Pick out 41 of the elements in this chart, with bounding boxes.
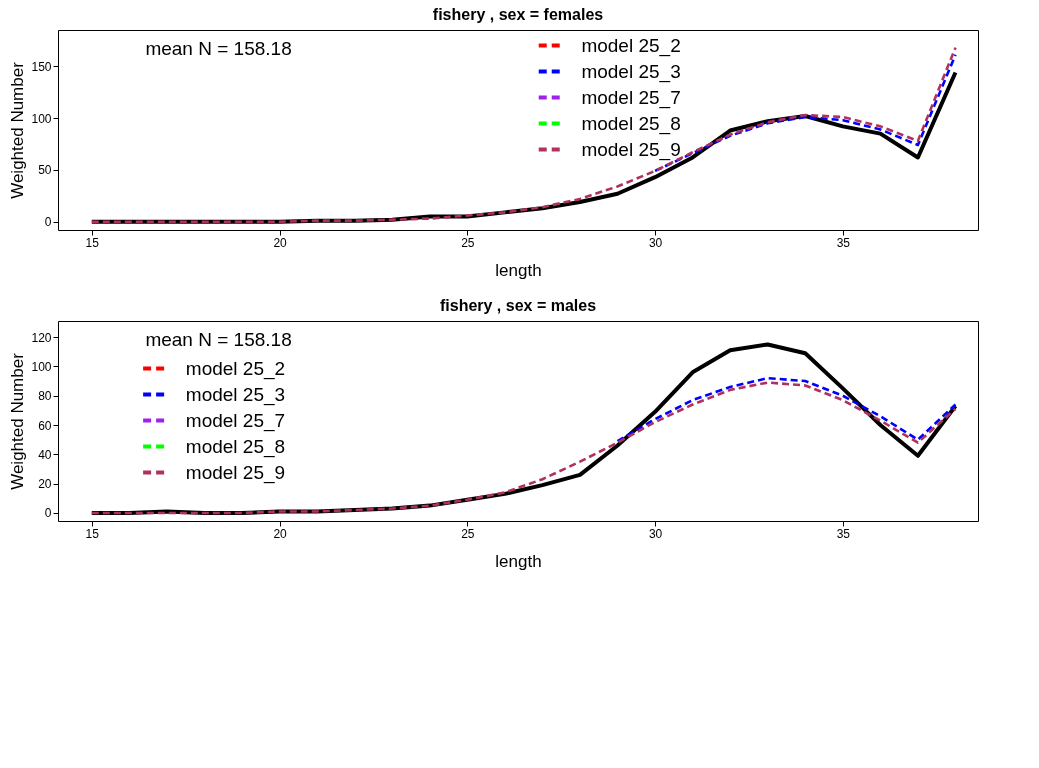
x-axis-title: length: [495, 551, 542, 571]
chart-title: fishery , sex = males: [439, 297, 597, 315]
legend-label: model 25_9: [581, 138, 681, 161]
y-tick-label: 100: [31, 359, 52, 374]
legend-label: model 25_3: [185, 383, 286, 406]
x-tick-label: 35: [836, 526, 851, 541]
x-tick-label: 30: [648, 526, 663, 541]
y-axis-title: Weighted Number: [8, 61, 28, 199]
y-tick-label: 120: [31, 330, 52, 345]
x-tick-label: 20: [273, 526, 288, 541]
y-axis-title: Weighted Number: [8, 352, 28, 490]
legend-label: model 25_7: [185, 409, 286, 432]
legend-label: model 25_3: [581, 60, 681, 83]
y-tick-label: 50: [38, 163, 52, 178]
y-tick-label: 40: [38, 447, 52, 462]
line-series: [90, 381, 957, 515]
legend-label: model 25_8: [185, 435, 286, 458]
annotation: mean N = 158.18: [145, 38, 292, 59]
x-axis-title: length: [495, 260, 542, 280]
x-tick-label: 15: [85, 526, 100, 541]
line-series: [616, 376, 957, 443]
legend-label: model 25_7: [581, 86, 681, 109]
y-tick-label: 0: [44, 506, 52, 521]
y-tick-label: 60: [38, 418, 52, 433]
chart-title: fishery , sex = females: [432, 6, 604, 24]
x-tick-label: 35: [836, 235, 851, 250]
y-tick-label: 20: [38, 477, 52, 492]
x-tick-label: 25: [461, 235, 475, 250]
legend-label: model 25_9: [185, 461, 286, 484]
x-tick-label: 15: [85, 235, 100, 250]
x-tick-label: 25: [461, 526, 475, 541]
legend-label: model 25_2: [185, 357, 286, 380]
legend-label: model 25_2: [581, 34, 681, 57]
y-tick-label: 150: [31, 59, 52, 74]
y-tick-label: 0: [44, 215, 52, 230]
y-tick-label: 100: [31, 111, 52, 126]
x-tick-label: 20: [273, 235, 288, 250]
annotation: mean N = 158.18: [145, 329, 292, 350]
y-tick-label: 80: [38, 389, 52, 404]
legend-label: model 25_8: [581, 112, 681, 135]
x-tick-label: 30: [648, 235, 663, 250]
